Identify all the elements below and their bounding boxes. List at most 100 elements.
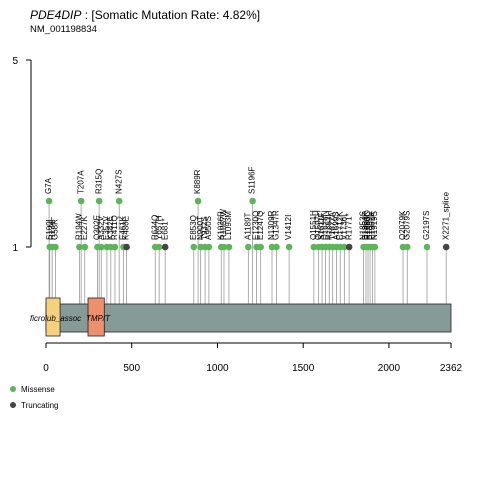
mutation-label: R1037W	[219, 208, 228, 240]
mutation-label: S1611F	[317, 212, 326, 240]
mutation-label: R411Q	[110, 215, 119, 240]
chart-title-gene: PDE4DIP	[30, 8, 81, 22]
mutation-label: A332V	[96, 215, 105, 240]
mutation-label: V1736I	[339, 215, 348, 240]
mutation-label: A1189T	[243, 212, 252, 240]
mutation-label: N427S	[114, 170, 123, 194]
mutation-label: G7A	[44, 177, 53, 194]
mutation-point	[423, 243, 431, 251]
mutation-point	[123, 243, 130, 251]
mutation-point	[403, 243, 411, 251]
mutation-label: E1864K	[361, 211, 370, 240]
mutation-label: E1901K	[368, 211, 377, 240]
mutation-point	[115, 197, 123, 205]
mutation-label: E1712K	[335, 211, 344, 240]
protein-domains: ficrolub_assoc TMP/T	[30, 297, 111, 337]
domain-box	[45, 297, 61, 337]
mutation-point	[220, 243, 228, 251]
mutation-label: R315Q	[94, 169, 103, 194]
mutation-label: S1196F	[248, 166, 257, 194]
mutation-point	[205, 243, 213, 251]
x-tick-label: 2000	[378, 363, 401, 374]
mutation-label: Y657H	[154, 215, 163, 240]
mutation-label: K480E	[122, 216, 131, 240]
mutation-label: Q1551H	[309, 210, 318, 240]
y-tick-label-1: 1	[12, 243, 18, 254]
mutation-point	[245, 243, 252, 251]
mutation-label: R134	[47, 220, 56, 240]
mutation-label: E461K	[119, 215, 128, 240]
mutation-point	[161, 243, 169, 251]
x-axis-ticks: 0 500 1000 1500 2000 2362	[43, 343, 463, 374]
mutation-point	[371, 243, 379, 251]
mutation-point	[285, 243, 293, 251]
mutation-point	[442, 243, 450, 251]
mutation-point	[81, 243, 89, 251]
mutation-point	[194, 197, 202, 205]
mutation-label: R634Q	[150, 215, 159, 240]
legend: Missense Truncating	[10, 385, 59, 410]
mutation-point	[111, 243, 119, 251]
mutation-point	[52, 243, 59, 251]
mutation-label: Q302E	[93, 215, 102, 240]
mutation-point	[97, 243, 105, 251]
lollipop-heads	[45, 197, 450, 251]
mutation-point	[310, 243, 318, 251]
mutation-label: E853Q	[189, 215, 198, 240]
domain-label: ficrolub_assoc	[30, 314, 81, 323]
mutation-point	[95, 197, 103, 205]
mutation-label: K1026R	[216, 211, 225, 240]
y-tick-label-5: 5	[12, 56, 18, 67]
mutation-point	[225, 243, 233, 251]
legend-label: Missense	[21, 385, 55, 394]
mutation-label: A950S	[204, 216, 213, 240]
mutation-label: N1853S	[359, 211, 368, 240]
mutation-label: E1247Q	[256, 211, 265, 240]
mutation-label: T932S	[200, 216, 209, 240]
mutation-label: G1347R	[272, 210, 281, 240]
mutation-label: D1628N	[321, 210, 330, 240]
mutation-label: Q2079K	[398, 210, 407, 240]
mutation-label: E1230Q	[252, 211, 261, 240]
mutation-point	[341, 243, 348, 251]
mutation-label: G58R	[51, 219, 60, 240]
mutation-label: T1677A	[328, 211, 337, 240]
mutation-label: K382E	[106, 216, 115, 240]
mutation-label: N900T	[196, 216, 205, 240]
mutation-label: A1699S	[332, 212, 341, 240]
mutation-label: Q1597H	[314, 210, 323, 240]
mutation-label: E357V	[102, 215, 111, 240]
mutation-point	[155, 243, 163, 251]
chart-title: PDE4DIP : [Somatic Mutation Rate: 4.82%]	[30, 8, 260, 22]
mutation-point	[45, 197, 53, 205]
mutation-label: L1093M	[224, 211, 233, 240]
mutation-label: R194W	[75, 213, 84, 240]
domain-box	[87, 297, 105, 337]
x-tick-label: 1500	[292, 363, 315, 374]
mutation-label: N1919S	[370, 211, 379, 240]
mutation-label: R1653H	[324, 210, 333, 240]
mutation-point	[76, 243, 83, 251]
legend-swatch	[10, 386, 16, 392]
mutation-label: E227K	[80, 215, 89, 240]
domain-label: TMP/T	[86, 314, 111, 323]
x-tick-label: 500	[123, 363, 140, 374]
mutation-label: X2271_splice	[441, 191, 450, 240]
chart-subtitle: NM_001198834	[30, 24, 97, 35]
mutation-label: S100L	[45, 216, 54, 240]
mutation-point	[249, 197, 256, 205]
mutation-label: T207A	[76, 170, 85, 194]
chart-title-rest: : [Somatic Mutation Rate: 4.82%]	[81, 8, 260, 22]
mutation-label: R1771*	[344, 213, 353, 240]
mutation-point	[257, 243, 264, 251]
x-tick-label: 1000	[206, 363, 229, 374]
mutation-point	[345, 243, 353, 251]
mutation-label: G2197S	[422, 211, 431, 240]
x-tick-label: 2362	[440, 363, 463, 374]
mutation-label: K889R	[193, 169, 202, 194]
mutation-label: N1309R	[267, 210, 276, 240]
mutation-point	[273, 243, 280, 251]
mutation-label: V1412I	[284, 215, 293, 240]
mutation-label: G2079S	[402, 211, 411, 240]
